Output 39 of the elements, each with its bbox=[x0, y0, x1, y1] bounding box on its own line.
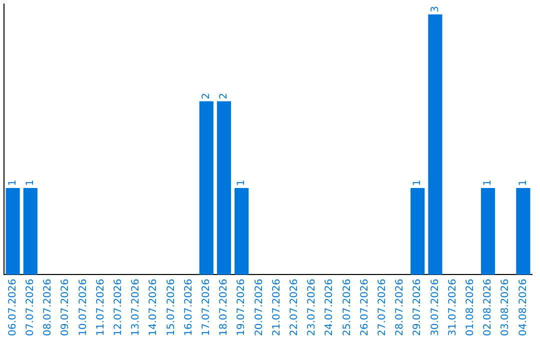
x-tick-label: 04.08.2026 bbox=[518, 278, 529, 336]
x-tick-label: 11.07.2026 bbox=[95, 278, 106, 336]
x-tick-label: 10.07.2026 bbox=[78, 278, 89, 336]
data-label: 1 bbox=[24, 180, 36, 186]
x-tick-label: 28.07.2026 bbox=[394, 278, 406, 336]
x-tick-label: 12.07.2026 bbox=[112, 278, 124, 336]
data-label: 3 bbox=[430, 6, 441, 12]
x-tick-label: 27.07.2026 bbox=[376, 278, 388, 336]
x-tick-label: 02.08.2026 bbox=[482, 278, 494, 336]
x-tick-label: 29.07.2026 bbox=[412, 278, 424, 336]
x-tick-label: 19.07.2026 bbox=[236, 278, 248, 336]
x-tick-label: 09.07.2026 bbox=[60, 278, 72, 336]
x-tick-label: 07.07.2026 bbox=[24, 278, 36, 336]
x-tick-label: 26.07.2026 bbox=[359, 278, 370, 336]
data-label: 1 bbox=[482, 180, 494, 186]
data-label: 1 bbox=[7, 180, 18, 186]
x-tick-label: 21.07.2026 bbox=[271, 278, 282, 336]
x-tick-label: 24.07.2026 bbox=[324, 278, 336, 336]
x-tick-label: 13.07.2026 bbox=[130, 278, 142, 336]
x-tick-label: 22.07.2026 bbox=[288, 278, 300, 336]
data-label: 2 bbox=[218, 92, 230, 100]
data-label: 2 bbox=[200, 92, 212, 100]
x-tick-label: 14.07.2026 bbox=[148, 278, 160, 336]
x-tick-label: 23.07.2026 bbox=[306, 278, 318, 336]
x-tick-label: 06.07.2026 bbox=[7, 278, 18, 336]
data-label: 1 bbox=[518, 180, 529, 186]
x-tick-label: 20.07.2026 bbox=[254, 278, 265, 336]
x-tick-label: 03.08.2026 bbox=[500, 278, 512, 336]
x-tick-label: 31.07.2026 bbox=[447, 278, 458, 336]
x-tick-label: 08.07.2026 bbox=[42, 278, 54, 336]
x-tick-label: 18.07.2026 bbox=[218, 278, 230, 336]
x-tick-label: 16.07.2026 bbox=[183, 278, 194, 336]
x-tick-label: 17.07.2026 bbox=[200, 278, 212, 336]
x-tick-label: 25.07.2026 bbox=[342, 278, 353, 336]
data-label: 1 bbox=[412, 180, 424, 186]
x-tick-label: 30.07.2026 bbox=[430, 278, 441, 336]
x-tick-label: 15.07.2026 bbox=[166, 278, 177, 336]
x-tick-label: 01.08.2026 bbox=[464, 278, 476, 336]
data-label: 1 bbox=[236, 180, 248, 186]
